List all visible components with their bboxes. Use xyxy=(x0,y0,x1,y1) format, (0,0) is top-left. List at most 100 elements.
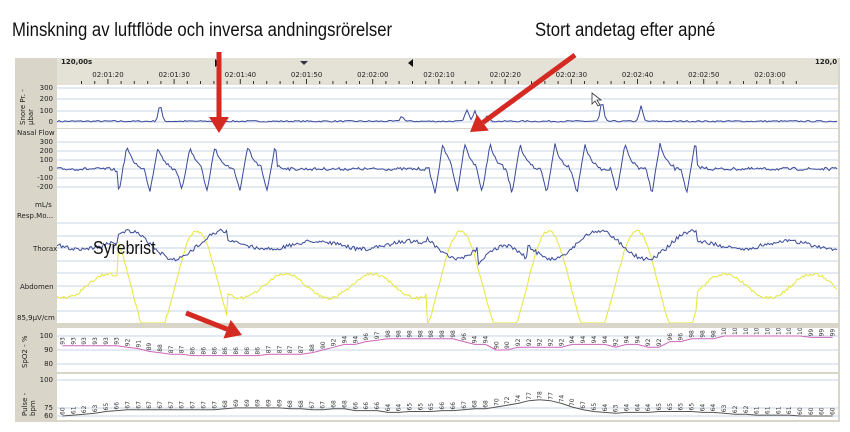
value-label: 93 xyxy=(81,337,88,345)
annotation-big-breath: Stort andetag efter apné xyxy=(535,20,716,41)
axis-tick-label: 60 xyxy=(44,412,53,420)
value-label: 92 xyxy=(558,338,565,346)
axis-tick-label: 200 xyxy=(39,147,53,155)
axis-tick-label: 300 xyxy=(39,84,53,92)
axis-tick-label: 0 xyxy=(48,165,53,173)
value-label: 65 xyxy=(428,403,435,411)
value-label: 90 xyxy=(504,341,511,349)
value-label: 96 xyxy=(667,333,674,341)
value-label: 94 xyxy=(634,336,641,344)
value-label: 94 xyxy=(341,336,348,344)
value-label: 98 xyxy=(439,330,446,338)
value-label: 100 xyxy=(786,328,793,335)
value-label: 66 xyxy=(450,402,457,410)
value-label: 99 xyxy=(808,329,815,337)
value-label: 90 xyxy=(493,341,500,349)
value-label: 70 xyxy=(493,398,500,406)
nasal-flow-plot xyxy=(57,141,838,194)
value-label: 62 xyxy=(81,405,88,413)
value-label: 68 xyxy=(298,400,305,408)
axis-tick-label: -100 xyxy=(37,174,53,182)
value-label: 100 xyxy=(743,328,750,335)
value-label: 98 xyxy=(385,330,392,338)
time-tick-label: 02:01:40 xyxy=(225,71,256,79)
value-label: 93 xyxy=(92,337,99,345)
time-tick-label: 02:03:00 xyxy=(754,71,785,79)
value-label: 67 xyxy=(320,401,327,409)
value-label: 94 xyxy=(580,336,587,344)
arrow-oxygen xyxy=(185,310,229,332)
value-label: 94 xyxy=(352,336,359,344)
mouse-cursor-icon xyxy=(591,92,603,107)
axis-tick-label: 100 xyxy=(39,376,53,384)
spo2-trend-trace xyxy=(62,335,833,357)
value-label: 92 xyxy=(613,338,620,346)
cursor-marker-icon[interactable] xyxy=(300,61,308,65)
value-label: 67 xyxy=(146,401,153,409)
value-label: 92 xyxy=(537,338,544,346)
resp-effort-plot xyxy=(57,222,838,323)
value-label: 64 xyxy=(385,404,392,412)
value-label: 66 xyxy=(374,402,381,410)
value-label: 92 xyxy=(645,338,652,346)
value-label: 100 xyxy=(775,328,782,335)
value-label: 64 xyxy=(602,404,609,412)
value-label: 65 xyxy=(407,403,414,411)
value-label: 68 xyxy=(287,400,294,408)
value-label: 60 xyxy=(819,407,826,415)
value-label: 68 xyxy=(472,400,479,408)
value-label: 60 xyxy=(830,407,837,415)
back-marker-icon[interactable] xyxy=(408,59,413,67)
value-label: 65 xyxy=(591,403,598,411)
value-label: 69 xyxy=(276,399,283,407)
value-label: 67 xyxy=(179,401,186,409)
value-label: 67 xyxy=(580,401,587,409)
arrow-big-breath xyxy=(481,52,577,125)
pulse-trend-trace xyxy=(62,399,833,417)
time-tick-label: 02:01:30 xyxy=(158,71,189,79)
value-label: 98 xyxy=(428,330,435,338)
axis-tick-label: 75 xyxy=(44,404,53,412)
pulse-trend: 60 61 62 63 65 66 67 67 67 67 67 67 67 67 67 68 69 69 69 69… xyxy=(57,379,838,417)
value-label: 65 xyxy=(667,403,674,411)
value-label: 100 xyxy=(797,328,804,335)
value-label: 69 xyxy=(233,399,240,407)
value-label: 69 xyxy=(266,399,273,407)
timeline-header[interactable]: 02:01:20 02:01:30 02:01:40 02:01:50 02:02:00… xyxy=(15,58,840,85)
axis-tick-label: 90 xyxy=(44,346,53,354)
value-label: 92 xyxy=(548,338,555,346)
value-label: 91 xyxy=(135,340,142,348)
nasal-flow-trace xyxy=(57,142,838,194)
window-length-right: 120,0 xyxy=(815,58,838,66)
value-label: 99 xyxy=(819,329,826,337)
value-label: 98 xyxy=(710,330,717,338)
value-label: 86 xyxy=(222,347,229,355)
value-label: 96 xyxy=(678,333,685,341)
value-label: 64 xyxy=(634,404,641,412)
value-label: 69 xyxy=(255,399,262,407)
value-label: 89 xyxy=(146,343,153,351)
value-label: 67 xyxy=(309,401,316,409)
time-tick-label: 02:01:20 xyxy=(92,71,123,79)
value-label: 92 xyxy=(656,338,663,346)
value-label: 87 xyxy=(179,345,186,353)
value-label: 77 xyxy=(526,392,533,400)
value-label: 61 xyxy=(70,406,77,414)
axis-tick-label: 200 xyxy=(39,95,53,103)
value-label: 74 xyxy=(515,395,522,403)
value-label: 64 xyxy=(623,404,630,412)
value-label: 66 xyxy=(363,402,370,410)
value-label: 94 xyxy=(602,336,609,344)
value-label: 67 xyxy=(125,401,132,409)
value-label: 72 xyxy=(504,396,511,404)
polysomnography-window: 02:01:20 02:01:30 02:01:40 02:01:50 02:02:00… xyxy=(15,58,840,422)
spo2-trend: 93 93 93 93 93 93 92 91 89 88 87 87 86 86 86 86 86 86 86 87… xyxy=(57,328,838,365)
value-label: 68 xyxy=(331,400,338,408)
value-label: 92 xyxy=(125,338,132,346)
axis-tick-label: 0 xyxy=(48,118,53,126)
value-label: 63 xyxy=(613,404,620,412)
time-tick-label: 02:02:20 xyxy=(489,71,520,79)
timeline-ruler: 02:01:20 02:01:30 02:01:40 02:01:50 02:02:00… xyxy=(81,59,797,84)
value-label: 60 xyxy=(797,407,804,415)
